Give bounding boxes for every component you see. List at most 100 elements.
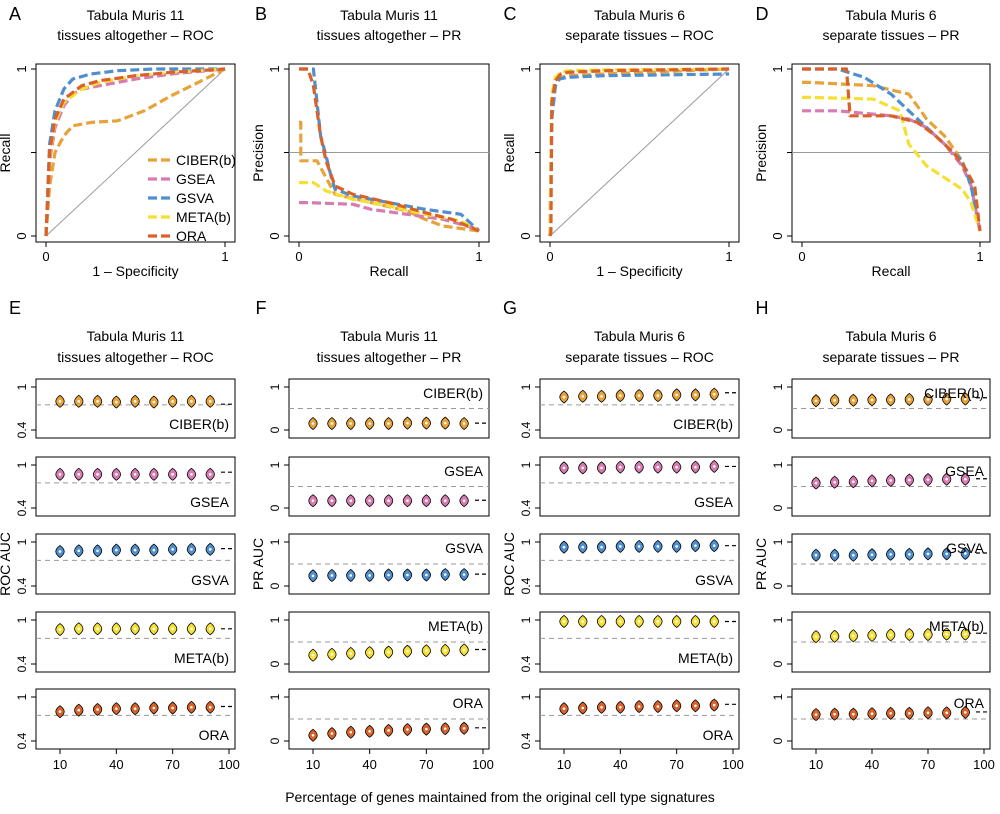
violin-median [675, 465, 678, 469]
violin-median [208, 627, 212, 631]
violin-median [656, 465, 660, 469]
y-axis-label: Recall [0, 134, 13, 173]
violin-median [619, 620, 622, 623]
panel-title-H: Tabula Muris 6 [845, 328, 936, 344]
y-tick-label: 0 [268, 582, 282, 589]
x-tick-label: 40 [362, 757, 376, 772]
strip-label: META(b) [428, 618, 483, 634]
strip-label: META(b) [678, 650, 733, 666]
panel-subtitle-E: tissues altogether – ROC [57, 349, 213, 365]
violin-median [58, 473, 62, 476]
violin-median [694, 620, 697, 623]
violin-median [425, 727, 428, 731]
strip-label: GSVA [191, 572, 230, 588]
violin-median [675, 704, 678, 708]
strip-frame [35, 378, 236, 439]
reference-diagonal [45, 68, 226, 237]
violin-median [712, 544, 716, 547]
violin-median [387, 650, 390, 654]
legend-label: GSEA [176, 171, 216, 187]
violin-median [833, 712, 836, 716]
y-tick-label: 1 [14, 65, 29, 72]
violin-median [712, 392, 716, 396]
panel-subtitle-B: tissues altogether – PR [317, 27, 462, 43]
series-line-metab [802, 95, 982, 232]
violin-median [619, 394, 622, 397]
strip-label: GSEA [190, 494, 230, 510]
violin-median [852, 553, 855, 557]
strip-label: GSEA [444, 463, 484, 479]
series-line-gsea [299, 201, 480, 231]
violin-median [208, 473, 212, 476]
violin-median [115, 400, 118, 404]
violin-median [600, 620, 603, 623]
violin-median [656, 620, 660, 623]
y-tick-label: 0 [771, 737, 785, 744]
violin-median [926, 398, 930, 401]
violin-median [387, 573, 390, 577]
series-line-ciberb [44, 67, 226, 237]
strip-label: GSEA [694, 494, 734, 510]
violin-median [889, 553, 892, 556]
violin-median [115, 473, 118, 476]
violin-median [600, 705, 603, 709]
violin-median [908, 553, 911, 556]
violin-median [833, 480, 836, 484]
violin-median [964, 477, 967, 481]
violin-median [833, 399, 836, 402]
x-tick-label: 70 [165, 757, 179, 772]
x-tick-label: 100 [722, 757, 744, 772]
x-tick-label: 100 [218, 757, 240, 772]
violin-median [814, 635, 818, 639]
strip-label: ORA [703, 727, 734, 743]
series-line-gsva [802, 67, 982, 232]
y-tick-label: 0 [268, 426, 282, 433]
violin-median [833, 553, 836, 557]
y-tick-label: 0.4 [15, 655, 29, 672]
y-tick-label: 0.4 [519, 577, 533, 594]
violin-median [311, 499, 315, 502]
violin-median [694, 465, 697, 469]
x-tick-label: 0 [546, 249, 553, 264]
panel-subtitle-D: separate tissues – PR [823, 27, 960, 43]
violin-median [852, 634, 855, 638]
violin-median [133, 400, 137, 403]
strip-label: GSVA [946, 540, 985, 556]
violin-median [171, 706, 174, 710]
x-tick-label: 10 [809, 757, 823, 772]
violin-median [171, 627, 174, 631]
strip-frame [539, 533, 740, 595]
violin-median [387, 422, 390, 425]
x-tick-label: 1 [221, 249, 228, 264]
y-tick-label: 1 [15, 616, 29, 623]
y-axis-label: PR AUC [250, 538, 266, 590]
violin-median [133, 707, 137, 711]
x-tick-label: 0 [798, 249, 805, 264]
violin-median [96, 549, 99, 553]
panel-letter-A: A [9, 4, 21, 24]
violin-median [462, 648, 466, 652]
violin-median [637, 465, 641, 469]
y-axis-label: Precision [753, 124, 769, 182]
violin-median [945, 477, 948, 481]
violin-median [964, 552, 967, 555]
y-tick-label: 1 [268, 461, 282, 468]
x-tick-label: 40 [109, 757, 123, 772]
violin-median [600, 395, 603, 398]
y-tick-label: 0 [770, 232, 785, 239]
legend-label: GSVA [176, 190, 215, 206]
violin-median [908, 478, 911, 482]
y-tick-label: 1 [771, 383, 785, 390]
x-tick-label: 70 [921, 757, 935, 772]
y-tick-label: 0 [268, 737, 282, 744]
y-tick-label: 0.4 [15, 577, 29, 594]
violin-median [694, 393, 697, 397]
y-tick-label: 0.4 [519, 499, 533, 516]
violin-median [870, 553, 874, 557]
y-tick-label: 1 [519, 461, 533, 468]
violin-median [77, 473, 81, 476]
violin-median [190, 473, 193, 476]
y-tick-label: 0 [14, 232, 29, 239]
violin-median [349, 730, 353, 734]
panel-letter-G: G [503, 298, 517, 318]
